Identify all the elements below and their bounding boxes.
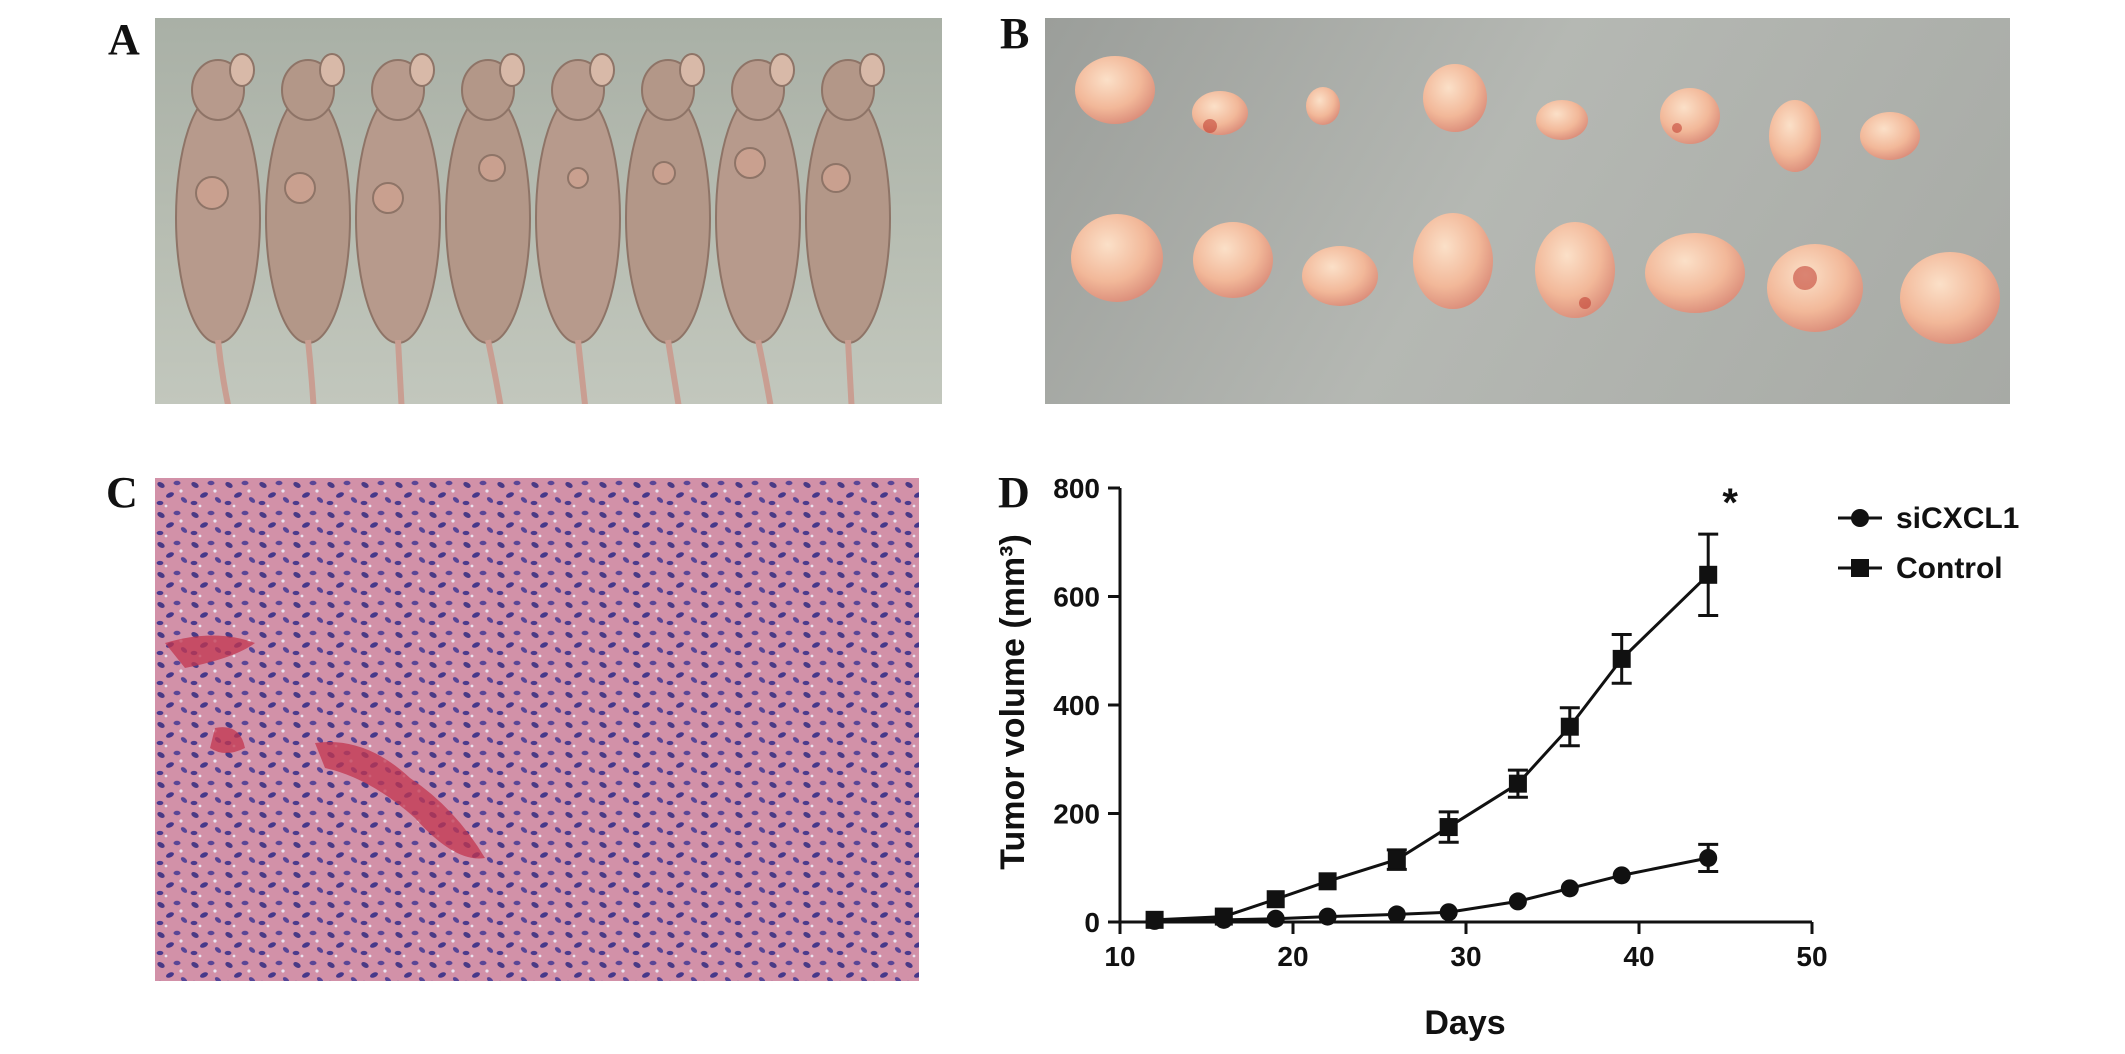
- mice-photo: [155, 18, 942, 404]
- legend-marker-control: [1851, 559, 1869, 577]
- data-point-control: [1145, 910, 1164, 929]
- x-tick-label: 30: [1450, 941, 1481, 972]
- y-tick-label: 600: [1053, 582, 1100, 613]
- data-point-control: [1612, 649, 1631, 668]
- data-point-sicxcl1: [1560, 879, 1579, 898]
- chart-series: [1145, 532, 1719, 930]
- tumors-photo: [1045, 18, 2010, 404]
- panel-label-d: D: [998, 468, 1030, 517]
- tumor-row-top: [1075, 56, 1920, 172]
- tumor-row-bottom: [1071, 213, 2000, 344]
- data-point-control: [1266, 890, 1285, 909]
- y-tick-label: 800: [1053, 473, 1100, 504]
- panel-label-a: A: [108, 15, 140, 64]
- x-axis-label: Days: [1424, 1004, 1505, 1042]
- y-tick-label: 0: [1084, 907, 1100, 938]
- y-axis-label: Tumor volume (mm³): [994, 534, 1032, 870]
- chart-legend: siCXCL1 Control: [1838, 502, 2019, 585]
- x-tick-label: 10: [1104, 941, 1135, 972]
- legend-label-sicxcl1: siCXCL1: [1896, 502, 2019, 535]
- legend-marker-sicxcl1: [1851, 509, 1869, 527]
- data-point-control: [1318, 872, 1337, 891]
- data-point-sicxcl1: [1387, 905, 1406, 924]
- data-point-sicxcl1: [1266, 909, 1285, 928]
- series-sicxcl1: [1145, 842, 1719, 930]
- histology-photo: [155, 478, 919, 981]
- data-point-control: [1387, 850, 1406, 869]
- mouse-figures: [175, 53, 891, 404]
- series-control: [1145, 532, 1719, 929]
- data-point-sicxcl1: [1508, 892, 1527, 911]
- significance-asterisk: *: [1722, 481, 1738, 525]
- data-point-sicxcl1: [1612, 866, 1631, 885]
- legend-label-control: Control: [1896, 552, 2003, 585]
- tumor-volume-chart: 0 200 400 600 800 10 20 30 40 50 Tumor volume (mm…: [994, 473, 2019, 1042]
- data-point-control: [1699, 565, 1718, 584]
- data-point-control: [1439, 818, 1458, 837]
- chart-axes: 0 200 400 600 800 10 20 30 40 50: [1053, 473, 1827, 972]
- series-line-sicxcl1: [1154, 856, 1709, 923]
- blood-vessels: [165, 635, 485, 859]
- data-point-control: [1560, 717, 1579, 736]
- data-point-control: [1214, 907, 1233, 926]
- panel-label-b: B: [1000, 9, 1030, 58]
- data-point-sicxcl1: [1439, 903, 1458, 922]
- series-line-control: [1154, 573, 1710, 922]
- data-point-sicxcl1: [1318, 907, 1337, 926]
- x-tick-label: 20: [1277, 941, 1308, 972]
- x-tick-label: 50: [1796, 941, 1827, 972]
- data-point-sicxcl1: [1699, 848, 1718, 867]
- y-tick-label: 200: [1053, 799, 1100, 830]
- x-tick-label: 40: [1623, 941, 1654, 972]
- data-point-control: [1508, 774, 1527, 793]
- panel-label-c: C: [106, 468, 138, 517]
- y-tick-label: 400: [1053, 690, 1100, 721]
